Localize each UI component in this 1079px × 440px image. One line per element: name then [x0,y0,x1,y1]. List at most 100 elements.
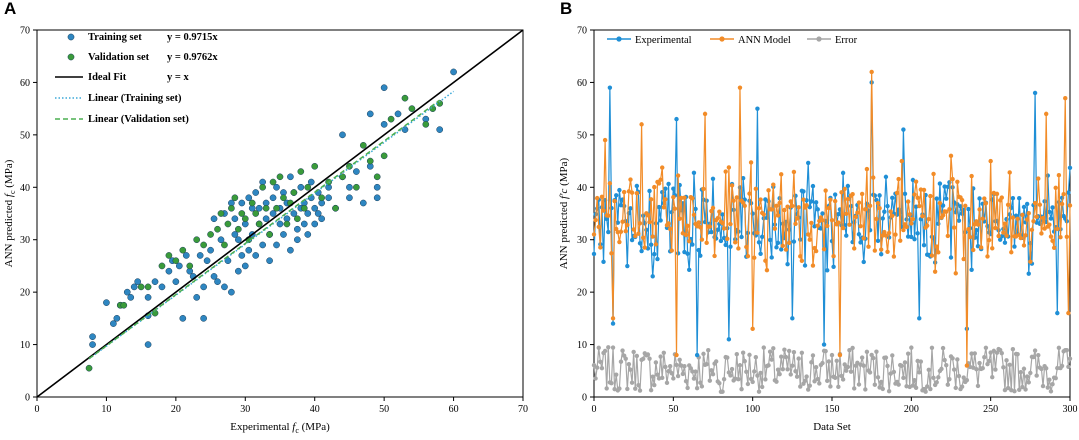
error-point [742,358,747,364]
ann-model-point [828,197,833,202]
experimental-point [856,232,862,237]
error-point [786,348,792,354]
experimental-point [591,251,597,257]
ann-model-point [736,246,741,251]
ann-model-point [726,165,732,170]
ann-model-point [842,186,847,192]
error-point [1017,387,1022,393]
ann-model-point [829,218,835,223]
error-point [947,376,952,382]
experimental-point [861,259,866,265]
ann-model-point [1004,233,1009,238]
ann-model-point [985,254,990,259]
legend-label: Linear (Validation set) [88,114,189,125]
error-point [955,357,960,362]
ann-model-point [763,258,768,263]
experimental-point [901,127,906,132]
error-point [1007,362,1012,368]
ann-model-point [1051,245,1057,251]
training-point [200,315,207,322]
ann-model-point [663,197,668,202]
error-point [1053,375,1058,381]
ann-model-point [1015,216,1020,222]
y-tick-label: 30 [20,235,30,246]
error-point [617,386,622,391]
panel-a: A 0 10 20 30 40 50 60 70 0 10 20 30 40 50 60 70 Experime… [0,0,540,435]
error-point [788,372,793,377]
x-axis-label: Experimental fc (MPa) [230,421,330,435]
error-point [899,363,905,369]
training-point [228,288,235,296]
experimental-point [723,242,728,248]
ann-model-point [893,232,898,237]
experimental-point [818,226,824,231]
error-point [591,362,597,368]
training-point [280,231,287,238]
ann-model-point [1010,215,1016,220]
error-point [826,359,832,364]
y-tick-label: 20 [20,288,30,299]
error-point [720,389,725,394]
ann-model-point [999,195,1004,200]
ann-model-point [855,210,860,215]
validation-point [144,283,152,291]
error-point [737,363,743,368]
error-point [999,350,1004,356]
error-point [755,373,760,378]
experimental-point [1067,165,1073,171]
error-point [618,359,624,364]
ann-model-point [596,224,601,230]
legend-label: Training set [88,32,142,43]
ann-model-point [788,199,793,204]
training-point [318,215,326,223]
error-point [756,389,762,394]
ann-model-point [669,248,674,253]
x-tick-label: 250 [983,404,998,415]
error-point [1045,385,1050,390]
error-point [747,352,752,358]
training-point [158,283,166,291]
validation-point [273,204,280,212]
error-point [861,363,866,368]
ann-model-point [891,254,897,259]
ann-model-point [625,222,630,228]
error-point [761,345,766,350]
ann-model-point [599,194,605,200]
error-point [982,355,987,360]
validation-point [332,204,339,212]
validation-point [137,283,145,291]
x-tick-label: 0 [35,404,40,415]
ann-model-point [658,177,663,182]
x-tick-label: 0 [592,404,597,415]
ann-model-point [978,245,984,250]
error-point [901,375,906,381]
error-point [891,369,897,375]
experimental-point [1048,216,1054,221]
training-point [134,278,142,286]
experimental-point [1021,204,1027,210]
validation-point [207,231,214,238]
ann-model-point [685,223,690,229]
ann-model-point [629,190,635,195]
ann-model-point [936,250,941,255]
error-point [599,365,605,371]
experimental-point [634,183,640,189]
experimental-point [675,251,681,256]
panel-b: B 0 50 100 150 200 250 300 0 10 20 30 40 50 60 70 Data … [545,0,1079,435]
experimental-point [977,196,982,201]
error-point [631,349,636,355]
ann-model-point [717,209,722,214]
error-point [820,360,825,366]
experimental-point [845,183,851,189]
ann-model-point [790,203,795,209]
error-point [951,367,957,372]
x-tick-label: 50 [379,404,389,415]
error-point [791,349,797,355]
ann-model-point [929,253,935,258]
error-point [736,376,741,382]
experimental-point [1055,310,1060,316]
ann-model-point [755,230,760,235]
experimental-point [945,184,951,190]
experimental-point [915,231,920,236]
legend-experimental-dot [616,36,622,42]
